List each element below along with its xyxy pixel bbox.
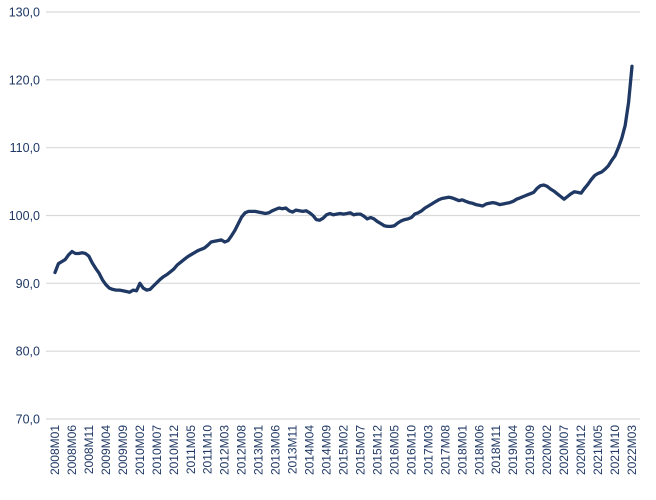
x-tick-label: 2012M03 — [218, 425, 232, 475]
x-tick-label: 2008M01 — [48, 425, 62, 475]
x-tick-label: 2021M10 — [608, 425, 622, 475]
x-tick-label: 2020M02 — [540, 425, 554, 475]
x-tick-label: 2018M06 — [472, 425, 486, 475]
x-tick-label: 2022M03 — [625, 425, 639, 475]
x-tick-label: 2012M08 — [235, 425, 249, 475]
y-tick-label: 110,0 — [10, 141, 40, 155]
y-tick-label: 120,0 — [9, 73, 40, 87]
x-tick-label: 2008M06 — [65, 425, 79, 475]
x-tick-label: 2011M05 — [184, 425, 198, 474]
x-tick-label: 2015M07 — [353, 425, 367, 475]
x-tick-label: 2011M10 — [201, 425, 215, 474]
x-tick-label: 2009M09 — [116, 425, 130, 475]
x-tick-label: 2017M03 — [421, 425, 435, 475]
x-tick-label: 2010M07 — [150, 425, 164, 475]
series-line — [53, 64, 634, 294]
x-tick-label: 2017M08 — [438, 425, 452, 475]
x-tick-label: 2018M11 — [489, 425, 503, 474]
x-tick-label: 2009M04 — [99, 425, 113, 475]
x-tick-label: 2015M02 — [337, 425, 351, 475]
x-tick-label: 2019M04 — [506, 425, 520, 475]
y-tick-label: 80,0 — [16, 345, 40, 359]
x-tick-label: 2010M02 — [133, 425, 147, 475]
y-tick-label: 90,0 — [16, 277, 40, 291]
x-tick-label: 2021M05 — [591, 425, 605, 475]
x-tick-label: 2016M05 — [387, 425, 401, 475]
y-tick-label: 100,0 — [9, 209, 40, 223]
x-tick-label: 2018M01 — [455, 425, 469, 475]
x-tick-label: 2008M11 — [82, 425, 96, 474]
y-tick-label: 130,0 — [9, 6, 40, 20]
x-tick-label: 2013M06 — [269, 425, 283, 475]
x-tick-label: 2015M12 — [370, 425, 384, 475]
x-tick-label: 2019M09 — [523, 425, 537, 475]
x-tick-label: 2014M09 — [320, 425, 334, 475]
x-tick-label: 2014M04 — [303, 425, 317, 475]
y-tick-label: 70,0 — [16, 413, 40, 427]
x-tick-label: 2016M10 — [404, 425, 418, 475]
x-tick-label: 2013M01 — [252, 425, 266, 475]
x-tick-label: 2013M11 — [286, 425, 300, 474]
x-tick-label: 2010M12 — [167, 425, 181, 475]
x-tick-label: 2020M12 — [574, 425, 588, 475]
x-tick-label: 2020M07 — [557, 425, 571, 475]
